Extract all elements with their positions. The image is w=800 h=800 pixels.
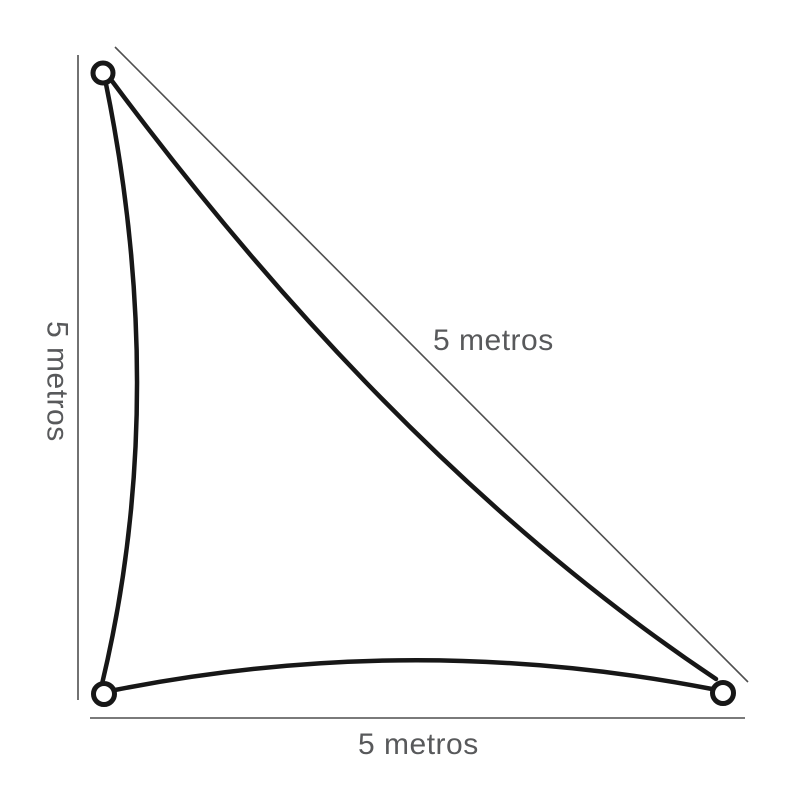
diagonal-dimension-line (114, 46, 749, 683)
corner-ring-bottom-left-icon (91, 681, 117, 707)
corner-ring-top-icon (90, 60, 116, 86)
sail-outline (99, 78, 719, 693)
sail-bottom-edge (112, 658, 715, 693)
left-side-dimension-label: 5 metros (40, 321, 74, 442)
sail-hypotenuse-edge (109, 78, 719, 682)
bottom-side-dimension-label: 5 metros (358, 728, 479, 761)
corner-rings (90, 60, 736, 707)
dimension-lines (77, 46, 749, 719)
sail-left-edge (99, 81, 140, 687)
diagonal-side-dimension-label: 5 metros (433, 324, 554, 357)
corner-ring-bottom-right-icon (710, 680, 736, 706)
